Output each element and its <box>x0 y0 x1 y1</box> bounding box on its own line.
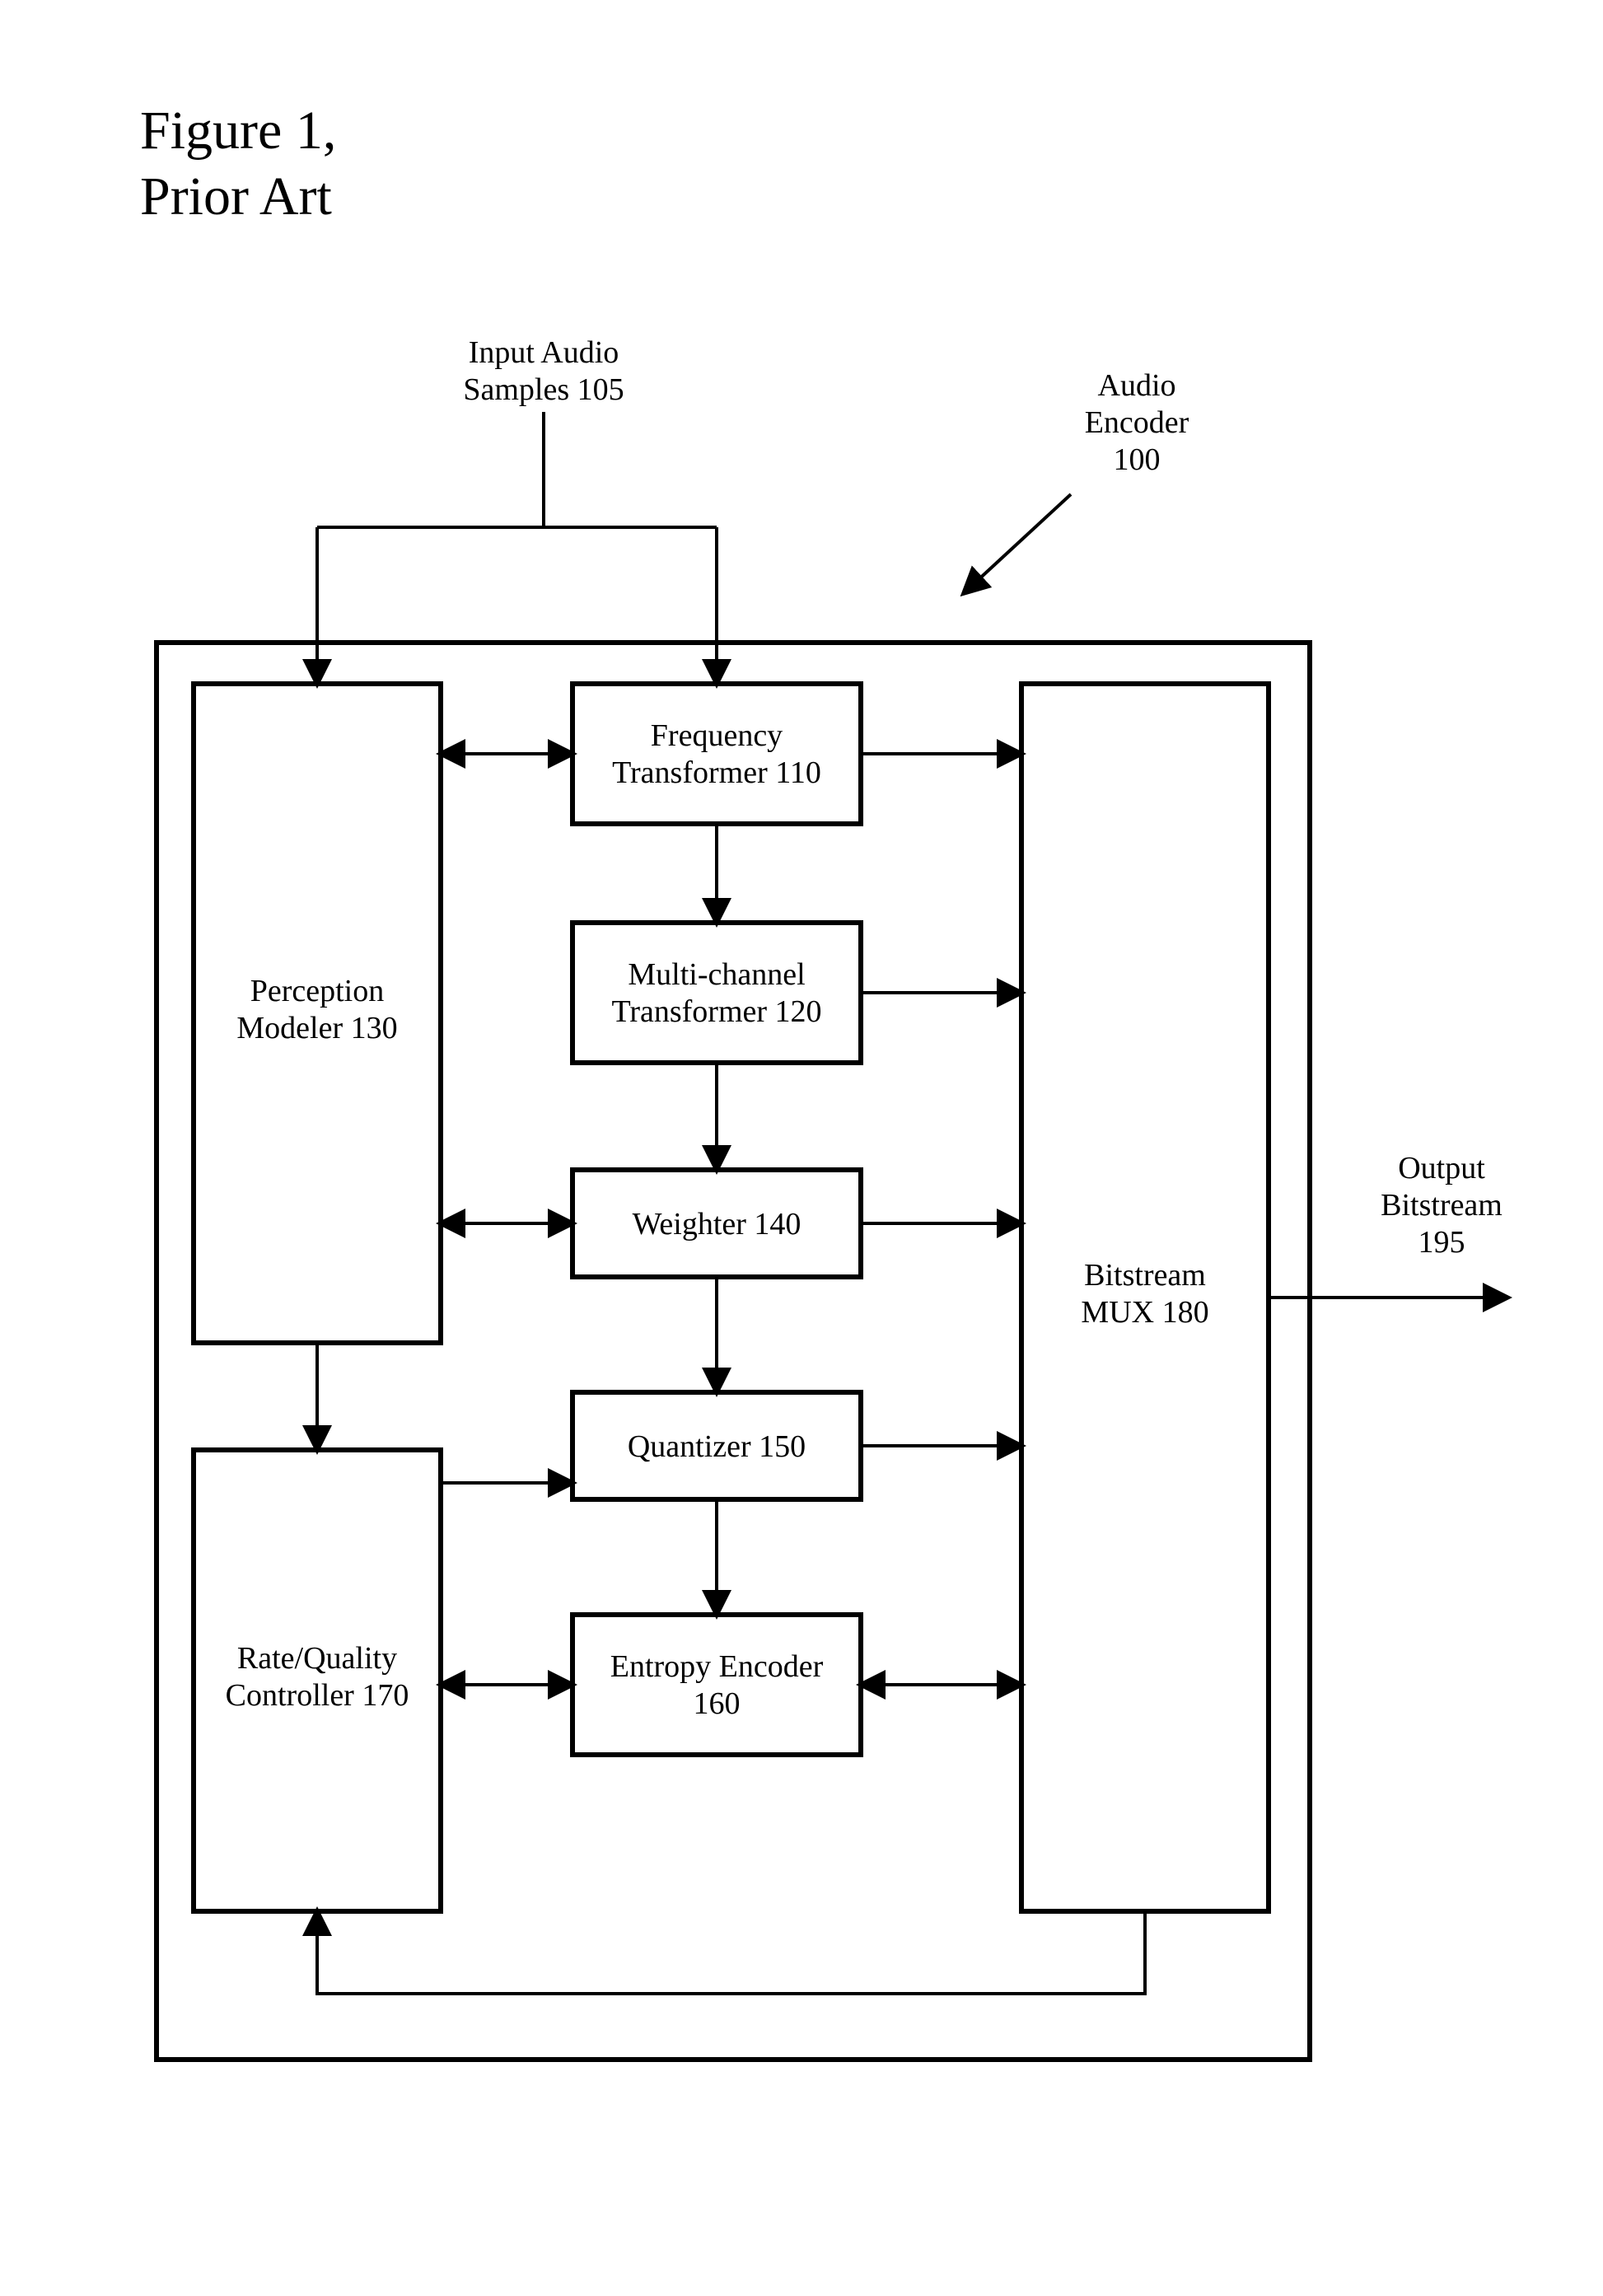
perception-label-1: Perception <box>250 974 385 1008</box>
weight-label: Weighter 140 <box>633 1207 802 1242</box>
outer-box <box>157 643 1310 2060</box>
freq-label-2: Transformer 110 <box>612 755 821 790</box>
multi-label-2: Transformer 120 <box>611 994 821 1029</box>
entropy-box <box>572 1615 861 1755</box>
entropy-label-1: Entropy Encoder <box>610 1649 824 1684</box>
encoder-label-1: Audio <box>1098 368 1176 403</box>
output-label-1: Output <box>1398 1151 1485 1185</box>
mux-label-1: Bitstream <box>1084 1258 1206 1293</box>
encoder-pointer <box>964 494 1071 593</box>
figure-title-line1: Figure 1, <box>140 101 336 161</box>
figure-title-line2: Prior Art <box>140 166 332 227</box>
rateqc-label-2: Controller 170 <box>226 1678 409 1713</box>
encoder-label-2: Encoder <box>1085 405 1189 440</box>
edge-mux-feedback-rateqc <box>317 1911 1145 1994</box>
mux-label-2: MUX 180 <box>1081 1295 1208 1330</box>
perception-label-2: Modeler 130 <box>236 1011 397 1045</box>
freq-label-1: Frequency <box>651 718 783 753</box>
entropy-label-2: 160 <box>694 1686 741 1721</box>
rateqc-label-1: Rate/Quality <box>237 1641 397 1676</box>
freq-box <box>572 684 861 824</box>
quant-label: Quantizer 150 <box>628 1429 806 1464</box>
input-label-2: Samples 105 <box>463 372 624 407</box>
multi-box <box>572 923 861 1063</box>
encoder-label-3: 100 <box>1114 442 1161 477</box>
diagram-canvas: Figure 1, Prior Art Input Audio Samples … <box>0 0 1603 2296</box>
input-label-1: Input Audio <box>469 335 619 370</box>
output-label-2: Bitstream <box>1381 1188 1503 1223</box>
output-label-3: 195 <box>1418 1225 1465 1260</box>
multi-label-1: Multi-channel <box>628 957 805 992</box>
